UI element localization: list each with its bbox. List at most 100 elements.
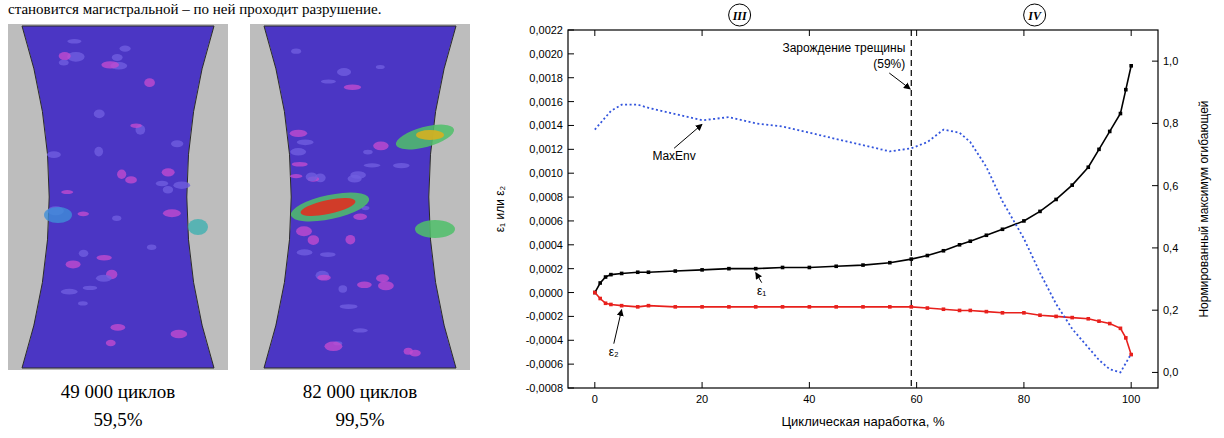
y-tick [568,388,574,389]
y-tick-label: 0,0020 [529,48,563,60]
y2-tick [1152,185,1158,186]
annotation-text: Зарождение трещины [782,41,905,55]
y2-tick-label: 0,4 [1163,242,1178,254]
series-marker [620,272,624,276]
series-marker [604,301,608,305]
strain-spot [83,286,98,290]
photo-frame [250,24,470,370]
series-marker [673,305,677,309]
y2-tick-label: 0,2 [1163,304,1178,316]
strain-spot [162,168,175,176]
y-tick-label: 0,0002 [529,263,563,275]
series-marker [926,306,930,310]
strain-hotspot [393,120,456,155]
y-tick [568,292,574,293]
x-tick [809,382,810,388]
stage-label: III [732,9,748,23]
series-marker [1129,353,1133,357]
series-marker [834,305,838,309]
strain-spot [78,301,88,305]
series-marker [985,310,989,314]
specimen-photo [250,24,470,370]
strain-spot [61,190,73,194]
page: становится магистральной – по ней проход… [0,0,1224,438]
strain-spot [353,328,368,332]
strain-spot [66,260,81,268]
series-marker [1086,165,1090,169]
y-tick [568,316,574,317]
strain-hotspot [415,220,455,238]
series-line [595,293,1131,355]
x-tick-top [702,30,703,36]
strain-spot [291,49,301,54]
series-marker [598,297,602,301]
strain-spot [340,304,358,309]
y-tick [568,53,574,54]
y2-tick [1152,123,1158,124]
series-label-arrow [614,310,622,344]
strain-spot [94,109,105,118]
series-marker [942,249,946,253]
strain-spot [373,141,388,150]
strain-spot [78,211,89,216]
strain-spot [96,255,111,261]
stage-circle [1024,4,1046,26]
y2-tick [1152,372,1158,373]
strain-spot [67,39,81,44]
strain-spot [112,54,123,61]
series-marker [647,270,651,274]
specimen-photo [8,24,228,370]
x-tick-top [594,30,595,36]
strain-spot [393,163,410,168]
x-tick [916,382,917,388]
strain-spot [297,140,314,146]
series-marker [609,273,613,277]
series-marker [593,291,597,295]
strain-spot [348,175,362,183]
series-marker [647,304,651,308]
strain-spot [173,181,190,189]
x-tick-top [1023,30,1024,36]
y-tick-label: 0,0014 [529,119,563,131]
y2-axis-title: Нормированный максимум огибающей [1197,100,1211,317]
strain-spot [290,130,307,137]
x-tick-top [916,30,917,36]
strain-spot [338,285,347,292]
x-tick-top [809,30,810,36]
strain-spot [376,274,389,282]
series-marker [1124,88,1128,92]
strain-spot [101,61,119,68]
strain-spot [364,163,381,167]
series-marker [968,309,972,313]
series-marker [609,303,613,307]
series-marker [888,305,892,309]
strain-spot [79,250,89,257]
strain-hotspot [416,130,444,140]
y2-tick [1152,310,1158,311]
y-tick [568,173,574,174]
strain-field [264,26,456,368]
series-line [595,105,1131,373]
photo-background [8,24,228,370]
strain-spot [290,174,303,178]
annotation-arrow [889,73,910,89]
strain-hotspot [299,194,357,219]
y2-tick-label: 1,0 [1163,55,1178,67]
x-tick [1023,382,1024,388]
series-marker [985,233,989,237]
x-axis-title: Циклическая наработка, % [781,414,945,429]
series-marker [1097,148,1101,152]
series-marker [727,305,731,309]
crack-line [911,30,912,388]
strain-spot [44,207,72,223]
series-marker [1124,336,1128,340]
y-tick [568,364,574,365]
series-label: ε₁ [757,284,766,298]
series-marker [781,266,785,270]
photo-caption: 99,5% [335,409,384,430]
series-marker [754,267,758,271]
strain-spot [171,140,183,147]
strain-spot [130,123,142,127]
strain-spot [163,209,181,217]
strain-spot [296,226,312,236]
